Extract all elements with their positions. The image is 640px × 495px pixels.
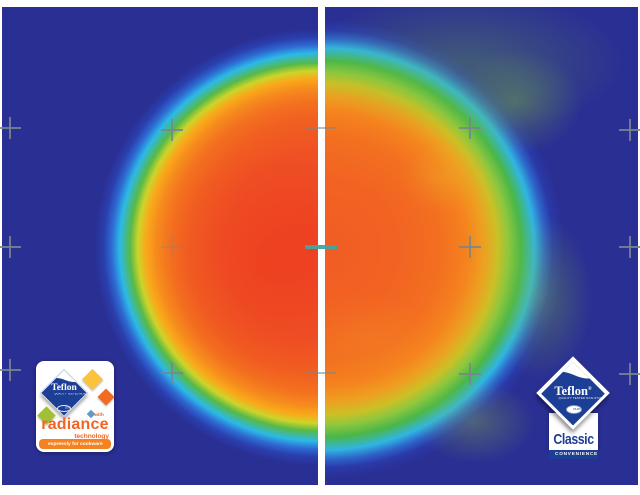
dupont-oval-icon: DUPONT xyxy=(566,405,582,414)
radiance-banner: expressly for cookware xyxy=(39,439,111,449)
calibration-cross-icon xyxy=(161,236,183,258)
calibration-dash-icon xyxy=(306,127,336,129)
calibration-dash-icon xyxy=(306,372,336,374)
with-label: with xyxy=(94,412,104,418)
radiance-logo: Teflon QUALITY TESTED NON-STICK DUPONT w… xyxy=(36,361,115,452)
orange-diamond-icon xyxy=(97,388,115,406)
calibration-cross-icon xyxy=(161,119,183,141)
classic-logo-box: Classic xyxy=(549,413,598,450)
calibration-cross-icon xyxy=(459,363,481,385)
calibration-cross-icon xyxy=(619,236,640,258)
calibration-cross-icon xyxy=(0,359,21,381)
calibration-cross-icon xyxy=(161,362,183,384)
teflon-tagline-text: QUALITY TESTED NON-STICK xyxy=(558,397,604,400)
technology-label: technology xyxy=(74,433,109,440)
center-tick-icon xyxy=(305,245,337,249)
convenience-banner: CONVENIENCE xyxy=(549,450,598,459)
calibration-cross-icon xyxy=(459,236,481,258)
calibration-cross-icon xyxy=(0,236,21,258)
teflon-tagline-text: QUALITY TESTED NON-STICK xyxy=(54,393,89,396)
calibration-cross-icon xyxy=(0,117,21,139)
dupont-oval-icon: DUPONT xyxy=(57,405,71,412)
yellow-diamond-icon xyxy=(81,368,104,391)
teflon-brand-text: Teflon xyxy=(51,383,77,393)
registered-mark: ® xyxy=(587,387,592,392)
teflon-brand-text: Teflon® xyxy=(554,384,592,399)
calibration-cross-icon xyxy=(619,363,640,385)
classic-product-name: Classic xyxy=(553,431,594,448)
calibration-cross-icon xyxy=(459,117,481,139)
radiance-product-name: radiance xyxy=(41,416,109,433)
calibration-cross-icon xyxy=(619,119,640,141)
